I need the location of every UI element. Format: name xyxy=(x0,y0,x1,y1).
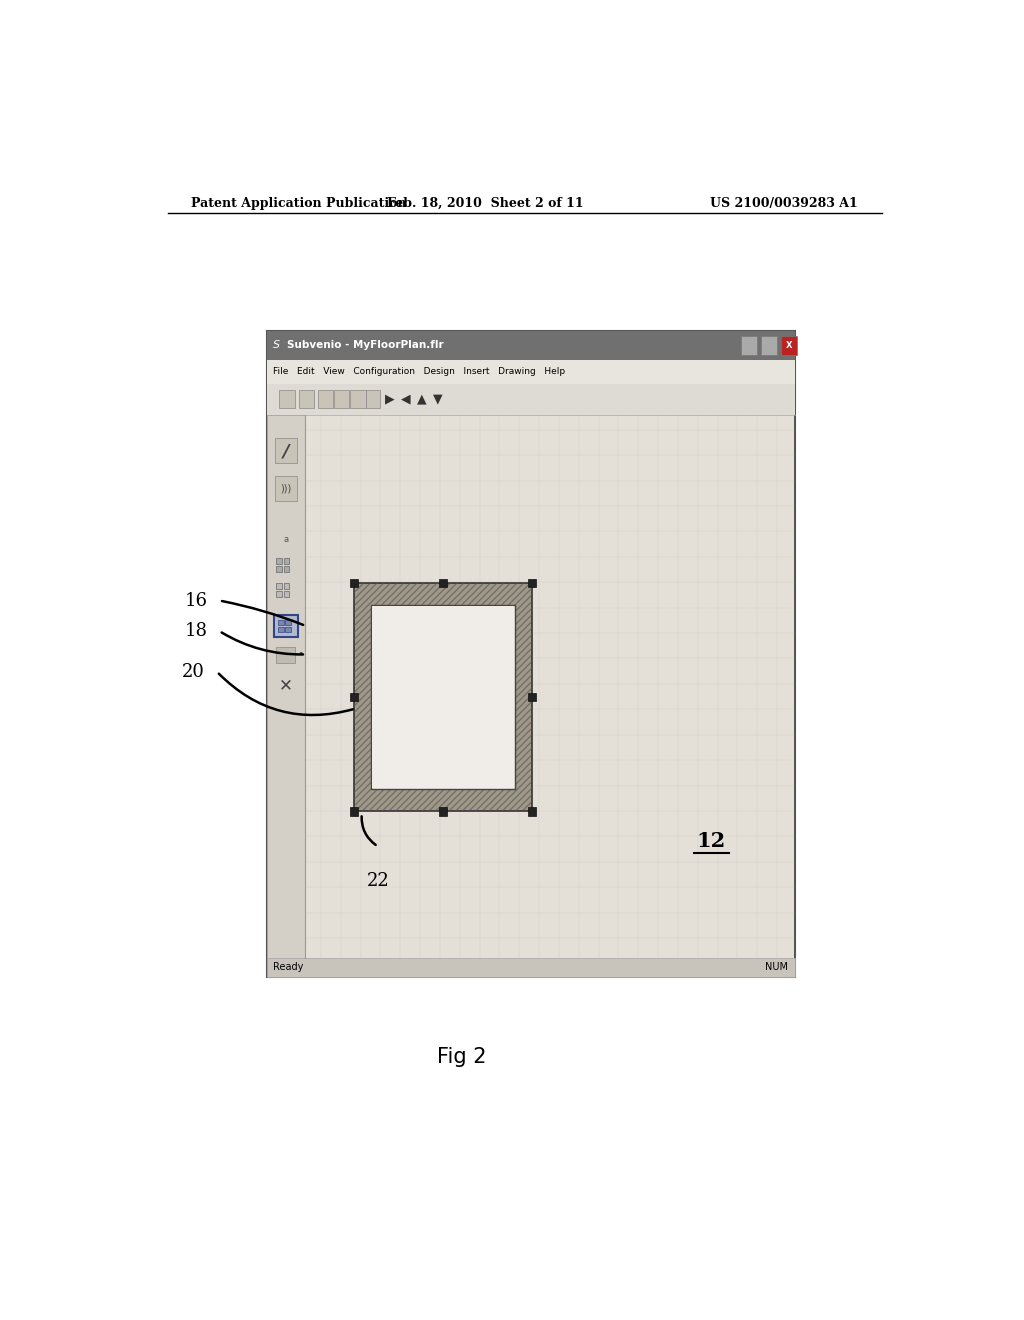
Bar xyxy=(350,808,357,816)
Bar xyxy=(334,391,348,408)
Text: 12: 12 xyxy=(696,832,726,851)
Bar xyxy=(350,391,367,408)
Bar xyxy=(439,578,447,587)
Bar xyxy=(279,391,295,408)
Text: 20: 20 xyxy=(182,663,205,681)
Bar xyxy=(285,627,291,632)
Bar xyxy=(372,606,514,788)
Bar xyxy=(318,391,333,408)
Bar xyxy=(267,414,305,958)
Text: ✕: ✕ xyxy=(279,676,293,694)
Bar xyxy=(267,359,795,384)
Bar xyxy=(528,578,537,587)
Text: /: / xyxy=(283,442,289,461)
Bar xyxy=(267,958,795,977)
Bar xyxy=(276,583,282,589)
Text: ))): ))) xyxy=(281,483,292,494)
Text: X: X xyxy=(785,341,793,350)
Bar xyxy=(275,647,295,663)
Bar xyxy=(305,414,794,958)
Bar xyxy=(278,627,284,632)
Text: a: a xyxy=(284,535,289,544)
Bar xyxy=(276,558,282,564)
Text: Fig 2: Fig 2 xyxy=(436,1047,486,1067)
Bar xyxy=(761,337,777,355)
Text: •: • xyxy=(297,649,303,660)
Text: ▼: ▼ xyxy=(433,393,442,405)
Text: Ready: Ready xyxy=(273,962,303,973)
Bar xyxy=(278,620,284,624)
Text: ▲: ▲ xyxy=(417,393,426,405)
Text: US 2100/0039283 A1: US 2100/0039283 A1 xyxy=(711,197,858,210)
Bar xyxy=(741,337,758,355)
Bar xyxy=(372,605,515,789)
Bar xyxy=(439,808,447,816)
Bar xyxy=(284,591,289,598)
Text: Subvenio - MyFloorPlan.flr: Subvenio - MyFloorPlan.flr xyxy=(287,341,443,350)
Text: ◀: ◀ xyxy=(401,393,411,405)
Bar xyxy=(284,558,289,564)
Bar xyxy=(276,591,282,598)
Text: ▶: ▶ xyxy=(385,393,394,405)
Bar xyxy=(350,578,357,587)
Bar xyxy=(276,566,282,572)
Bar xyxy=(285,620,291,624)
Bar xyxy=(267,384,795,414)
Bar xyxy=(781,337,797,355)
Bar xyxy=(528,808,537,816)
Bar xyxy=(274,475,297,500)
Bar xyxy=(528,693,537,701)
Text: 22: 22 xyxy=(367,873,389,890)
Bar xyxy=(354,583,532,812)
Text: 16: 16 xyxy=(184,591,207,610)
Bar xyxy=(367,391,380,408)
Bar xyxy=(274,615,298,638)
Bar xyxy=(354,583,532,812)
Text: NUM: NUM xyxy=(765,962,788,973)
Text: 18: 18 xyxy=(184,622,207,640)
Bar xyxy=(299,391,314,408)
Bar xyxy=(267,331,795,977)
Bar xyxy=(274,438,297,463)
Bar xyxy=(284,583,289,589)
Text: File   Edit   View   Configuration   Design   Insert   Drawing   Help: File Edit View Configuration Design Inse… xyxy=(273,367,565,376)
Bar xyxy=(350,693,357,701)
Bar xyxy=(284,566,289,572)
Text: Feb. 18, 2010  Sheet 2 of 11: Feb. 18, 2010 Sheet 2 of 11 xyxy=(387,197,584,210)
Text: Patent Application Publication: Patent Application Publication xyxy=(191,197,407,210)
Bar xyxy=(267,331,795,359)
Text: S: S xyxy=(272,341,280,350)
